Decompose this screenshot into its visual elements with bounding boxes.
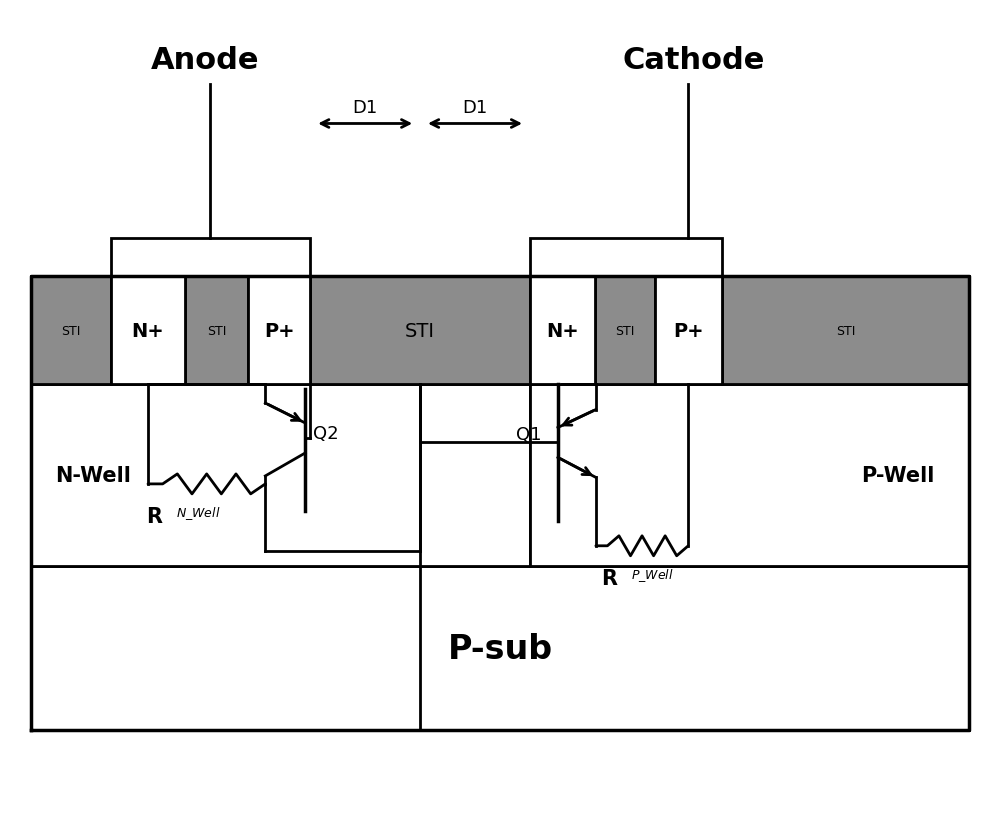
Text: N+: N+	[132, 321, 164, 340]
Text: $\mathbf{R}$: $\mathbf{R}$	[601, 568, 618, 588]
Text: P+: P+	[673, 321, 704, 340]
Bar	[530, 277, 595, 385]
Text: STI: STI	[405, 321, 435, 340]
Text: P+: P+	[264, 321, 295, 340]
Bar	[722, 277, 969, 385]
Bar	[185, 277, 248, 385]
Text: D1: D1	[462, 99, 488, 116]
Bar	[655, 277, 722, 385]
Text: $\mathregular{P\_Well}$: $\mathregular{P\_Well}$	[631, 566, 674, 583]
Text: Cathode: Cathode	[622, 45, 764, 74]
Text: Q1: Q1	[516, 426, 541, 444]
Bar	[310, 277, 530, 385]
Text: N+: N+	[546, 321, 579, 340]
Bar	[530, 385, 969, 566]
Text: D1: D1	[353, 99, 378, 116]
Text: STI: STI	[615, 324, 635, 337]
Bar	[111, 239, 310, 277]
Text: STI: STI	[836, 324, 855, 337]
Bar	[31, 566, 969, 731]
Text: $\mathbf{R}$: $\mathbf{R}$	[146, 507, 164, 526]
Text: STI: STI	[61, 324, 80, 337]
Bar	[530, 239, 722, 277]
Bar	[248, 277, 310, 385]
Bar	[31, 277, 111, 385]
Bar	[111, 277, 185, 385]
Text: P-sub: P-sub	[447, 632, 553, 665]
Bar	[31, 385, 530, 566]
Text: $\mathregular{N\_Well}$: $\mathregular{N\_Well}$	[176, 504, 220, 521]
Text: P-Well: P-Well	[861, 466, 934, 486]
Text: Q2: Q2	[313, 425, 339, 442]
Text: N-Well: N-Well	[55, 466, 131, 486]
Text: STI: STI	[207, 324, 227, 337]
Bar	[595, 277, 655, 385]
Text: Anode: Anode	[151, 45, 260, 74]
